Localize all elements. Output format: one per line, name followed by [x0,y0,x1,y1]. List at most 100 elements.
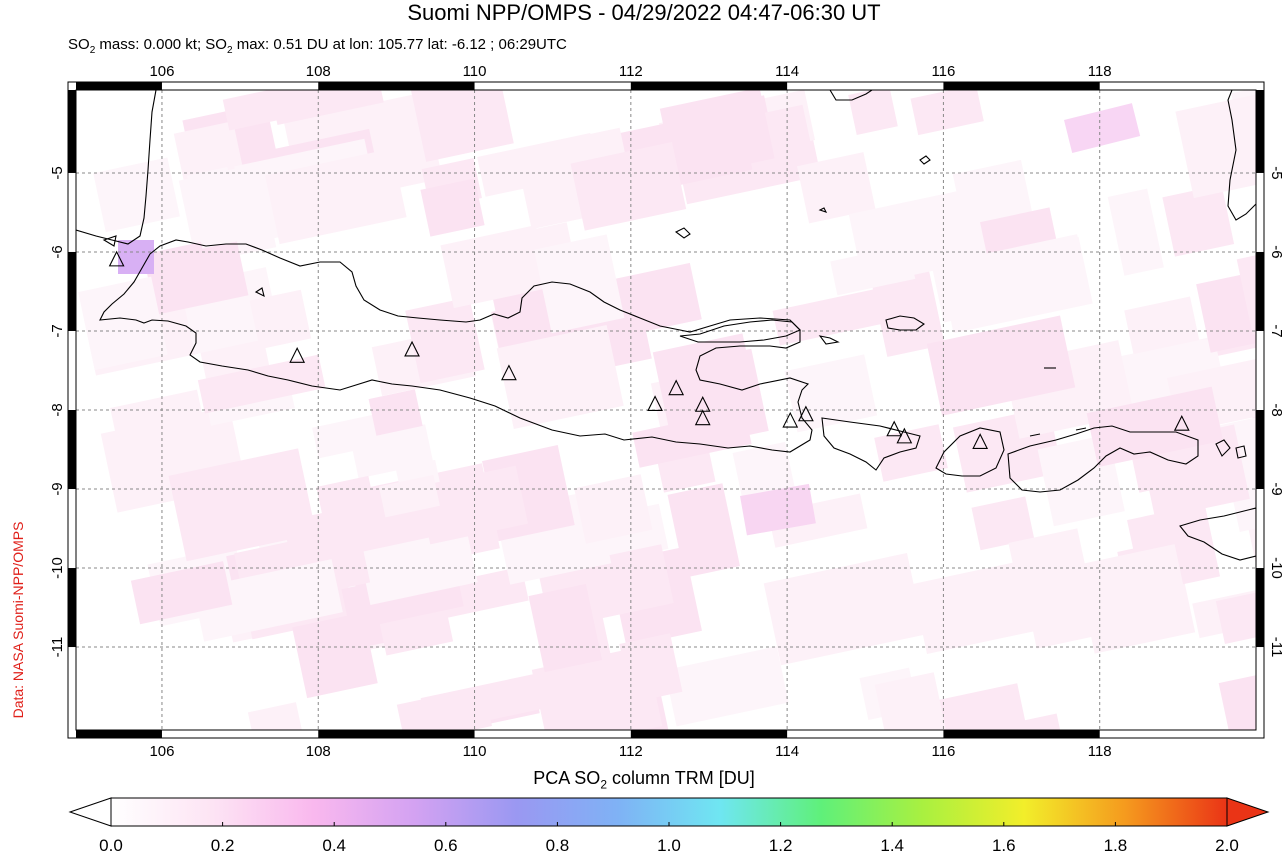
so2-pixel [1064,103,1141,153]
so2-pixel [142,234,249,315]
so2-pixel [1021,552,1162,649]
map-frame [67,81,1265,739]
so2-pixel [477,133,599,197]
colorbar-tick-label: 0.4 [322,836,346,855]
madura-coastline [679,319,801,343]
triangle-volcano-icon [289,347,306,363]
so2-pixel [874,672,950,730]
lat-tick-label-right: -5 [1268,166,1285,179]
so2-pixel [130,561,233,625]
triangle-volcano-icon [501,364,517,381]
so2-pixel [1236,249,1256,335]
frame-bar [76,82,162,90]
colorbar-max-arrow [1226,797,1270,827]
lon-tick-label-bottom: 118 [1088,743,1112,760]
so2-pixel [359,529,478,605]
colorbar-tick-label: 1.6 [992,836,1016,855]
frame-bar [630,730,788,738]
triangle-volcano-icon [404,340,420,357]
so2-pixel [312,412,392,459]
so2-pixel [664,646,789,727]
so2-pixel [440,225,550,309]
lat-tick-label-right: -9 [1268,482,1285,495]
lon-tick-label-bottom: 108 [306,743,331,760]
so2-pixel [667,483,740,578]
so2-pixel [971,496,1035,551]
colorbar-tick-label: 1.8 [1104,836,1128,855]
so2-pixel [874,424,948,482]
lon-tick-label-bottom: 106 [149,743,174,760]
lon-tick-label-top: 116 [931,63,955,80]
frame-bar [1256,90,1264,173]
lat-tick-label-left: -10 [49,557,66,579]
kangean-coastline [885,315,925,331]
so2-pixel [93,157,180,233]
so2-pixel [222,90,354,131]
frame-bar [68,90,76,173]
so2-pixel [249,289,312,350]
lat-tick-label-right: -10 [1268,557,1285,579]
so2-pixel [739,483,816,536]
so2-pixel [292,612,378,699]
so2-pixel [265,148,407,245]
triangle-volcano-icon [1173,414,1190,431]
colorbar-title: PCA SO2 column TRM [DU] [533,768,755,792]
so2-pixel [1175,90,1256,199]
so2-pixel [796,152,876,224]
so2-pixel [1215,571,1256,644]
so2-pixel [767,493,868,548]
so2-pixel [1107,188,1164,276]
triangle-volcano-icon [972,433,989,449]
colorbar-gradient [110,797,1228,827]
map-title: Suomi NPP/OMPS - 04/29/2022 04:47-06:30 … [407,0,881,25]
lon-tick-label-top: 114 [775,63,799,80]
triangle-volcano-icon [797,405,814,422]
triangle-volcano-icon [896,427,913,444]
so2-pixel [912,558,1046,655]
frame-bar [943,82,1100,90]
frame-bar [318,730,475,738]
colorbar-tick-label: 0.0 [99,836,123,855]
so2-pixel [1218,655,1256,730]
so2-pixel [528,583,603,673]
colorbar-tick-label: 1.0 [657,836,681,855]
bawean-coastline [674,227,691,239]
frame-bar [630,82,788,90]
triangle-volcano-icon [647,395,663,412]
sumbawa-coastline [1007,425,1199,493]
so2-pixel [533,234,625,334]
so2-pixel [574,474,653,544]
so2-pixel [931,234,1090,323]
triangle-volcano-icon [886,420,903,437]
triangle-volcano-icon [668,379,685,396]
so2-pixel [659,90,775,180]
so2-pixel [78,276,168,371]
so2-pixel [912,683,1028,730]
lat-tick-label-left: -6 [49,245,66,258]
so2-pixel [1162,184,1235,257]
lat-tick-label-right: -7 [1268,324,1285,337]
frame-bar [318,82,475,90]
lon-tick-label-bottom: 110 [463,743,487,760]
so2-pixel [417,465,528,545]
so2-pixel [316,475,379,535]
lon-tick-label-bottom: 114 [775,743,799,760]
java-coastline [99,239,813,453]
so2-pixel [368,389,423,436]
lon-tick-label-top: 106 [149,63,174,80]
so2-pixel [378,474,440,518]
lat-tick-label-right: -8 [1268,403,1285,416]
volcano-markers [108,250,1190,449]
so2-pixel [652,333,761,438]
frame-bar [943,730,1100,738]
so2-pixel [186,166,243,249]
bali-coastline [821,417,921,471]
colorbar-tick-label: 0.2 [211,836,235,855]
so2-pixel [1124,296,1200,355]
sulawesi-coastline [1227,90,1256,221]
lon-tick-label-top: 118 [1088,63,1112,80]
colorbar-tick-label: 2.0 [1215,836,1239,855]
so2-pixel [1196,255,1256,353]
colorbar-tick-label: 1.4 [880,836,904,855]
so2-pixel [1230,474,1256,532]
